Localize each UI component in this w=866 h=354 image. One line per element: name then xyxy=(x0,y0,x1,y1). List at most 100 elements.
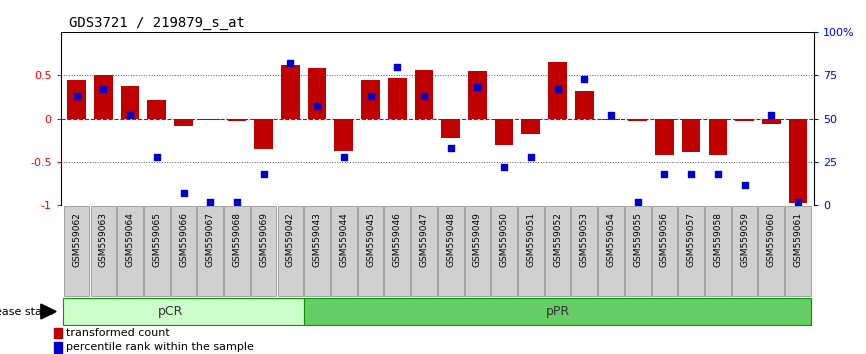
Point xyxy=(364,93,378,99)
FancyBboxPatch shape xyxy=(251,206,276,296)
Point xyxy=(310,104,324,109)
Bar xyxy=(708,119,727,155)
Text: GSM559043: GSM559043 xyxy=(313,212,321,267)
FancyBboxPatch shape xyxy=(197,206,223,296)
Text: GSM559048: GSM559048 xyxy=(446,212,456,267)
FancyBboxPatch shape xyxy=(705,206,731,296)
Bar xyxy=(548,62,567,119)
Bar xyxy=(55,328,62,338)
Point xyxy=(443,145,457,151)
Point xyxy=(711,171,725,177)
Text: percentile rank within the sample: percentile rank within the sample xyxy=(66,342,254,352)
FancyBboxPatch shape xyxy=(651,206,677,296)
Bar xyxy=(120,86,139,119)
Text: GSM559051: GSM559051 xyxy=(527,212,535,267)
FancyBboxPatch shape xyxy=(358,206,384,296)
Text: GSM559069: GSM559069 xyxy=(259,212,268,267)
FancyBboxPatch shape xyxy=(91,206,116,296)
Point xyxy=(578,76,591,81)
Bar xyxy=(602,119,620,120)
Bar xyxy=(789,119,807,203)
Bar xyxy=(442,119,460,138)
Text: GSM559064: GSM559064 xyxy=(126,212,134,267)
Bar xyxy=(334,119,353,151)
Bar xyxy=(468,71,487,119)
Bar xyxy=(521,119,540,134)
Point xyxy=(604,112,618,118)
Bar xyxy=(307,68,326,119)
FancyBboxPatch shape xyxy=(518,206,544,296)
Bar xyxy=(201,119,220,120)
Text: GSM559045: GSM559045 xyxy=(366,212,375,267)
FancyBboxPatch shape xyxy=(331,206,357,296)
FancyBboxPatch shape xyxy=(545,206,571,296)
FancyBboxPatch shape xyxy=(224,206,249,296)
FancyBboxPatch shape xyxy=(598,206,624,296)
Text: GSM559060: GSM559060 xyxy=(766,212,776,267)
Point xyxy=(497,164,511,170)
Text: pPR: pPR xyxy=(546,305,570,318)
Bar xyxy=(147,99,166,119)
Text: GSM559057: GSM559057 xyxy=(687,212,695,267)
Point xyxy=(417,93,431,99)
FancyBboxPatch shape xyxy=(144,206,170,296)
Text: GDS3721 / 219879_s_at: GDS3721 / 219879_s_at xyxy=(69,16,245,30)
FancyBboxPatch shape xyxy=(63,298,304,325)
Text: GSM559058: GSM559058 xyxy=(714,212,722,267)
Text: GSM559059: GSM559059 xyxy=(740,212,749,267)
Text: GSM559046: GSM559046 xyxy=(393,212,402,267)
FancyBboxPatch shape xyxy=(785,206,811,296)
Bar xyxy=(735,119,754,121)
FancyBboxPatch shape xyxy=(64,206,89,296)
Point xyxy=(524,154,538,160)
FancyBboxPatch shape xyxy=(625,206,650,296)
Bar xyxy=(762,119,780,124)
Text: GSM559063: GSM559063 xyxy=(99,212,108,267)
Point xyxy=(470,85,484,90)
Point xyxy=(684,171,698,177)
Point xyxy=(791,199,805,205)
Bar xyxy=(575,91,593,119)
Text: GSM559049: GSM559049 xyxy=(473,212,481,267)
Point xyxy=(204,199,217,205)
Text: GSM559053: GSM559053 xyxy=(579,212,589,267)
Bar xyxy=(174,119,193,126)
Point xyxy=(96,86,110,92)
Text: GSM559062: GSM559062 xyxy=(72,212,81,267)
Text: GSM559066: GSM559066 xyxy=(179,212,188,267)
Text: GSM559054: GSM559054 xyxy=(606,212,616,267)
FancyBboxPatch shape xyxy=(732,206,758,296)
Text: GSM559056: GSM559056 xyxy=(660,212,669,267)
Bar xyxy=(68,80,86,119)
FancyBboxPatch shape xyxy=(411,206,436,296)
Bar xyxy=(629,119,647,121)
FancyBboxPatch shape xyxy=(464,206,490,296)
Text: GSM559061: GSM559061 xyxy=(793,212,803,267)
Text: GSM559065: GSM559065 xyxy=(152,212,161,267)
Point xyxy=(256,171,270,177)
Bar xyxy=(682,119,701,152)
Point xyxy=(70,93,84,99)
Point xyxy=(391,64,404,69)
Bar xyxy=(361,80,380,119)
Point xyxy=(765,112,779,118)
FancyBboxPatch shape xyxy=(171,206,197,296)
Text: GSM559055: GSM559055 xyxy=(633,212,643,267)
Point xyxy=(657,171,671,177)
Polygon shape xyxy=(41,304,56,319)
Bar xyxy=(281,65,300,119)
FancyBboxPatch shape xyxy=(759,206,784,296)
Point xyxy=(738,182,752,187)
FancyBboxPatch shape xyxy=(572,206,597,296)
Text: transformed count: transformed count xyxy=(66,328,169,338)
FancyBboxPatch shape xyxy=(304,298,811,325)
FancyBboxPatch shape xyxy=(278,206,303,296)
Text: GSM559052: GSM559052 xyxy=(553,212,562,267)
Bar xyxy=(655,119,674,155)
Text: GSM559047: GSM559047 xyxy=(419,212,429,267)
Text: GSM559050: GSM559050 xyxy=(500,212,508,267)
FancyBboxPatch shape xyxy=(117,206,143,296)
Text: GSM559068: GSM559068 xyxy=(232,212,242,267)
FancyBboxPatch shape xyxy=(438,206,463,296)
FancyBboxPatch shape xyxy=(304,206,330,296)
